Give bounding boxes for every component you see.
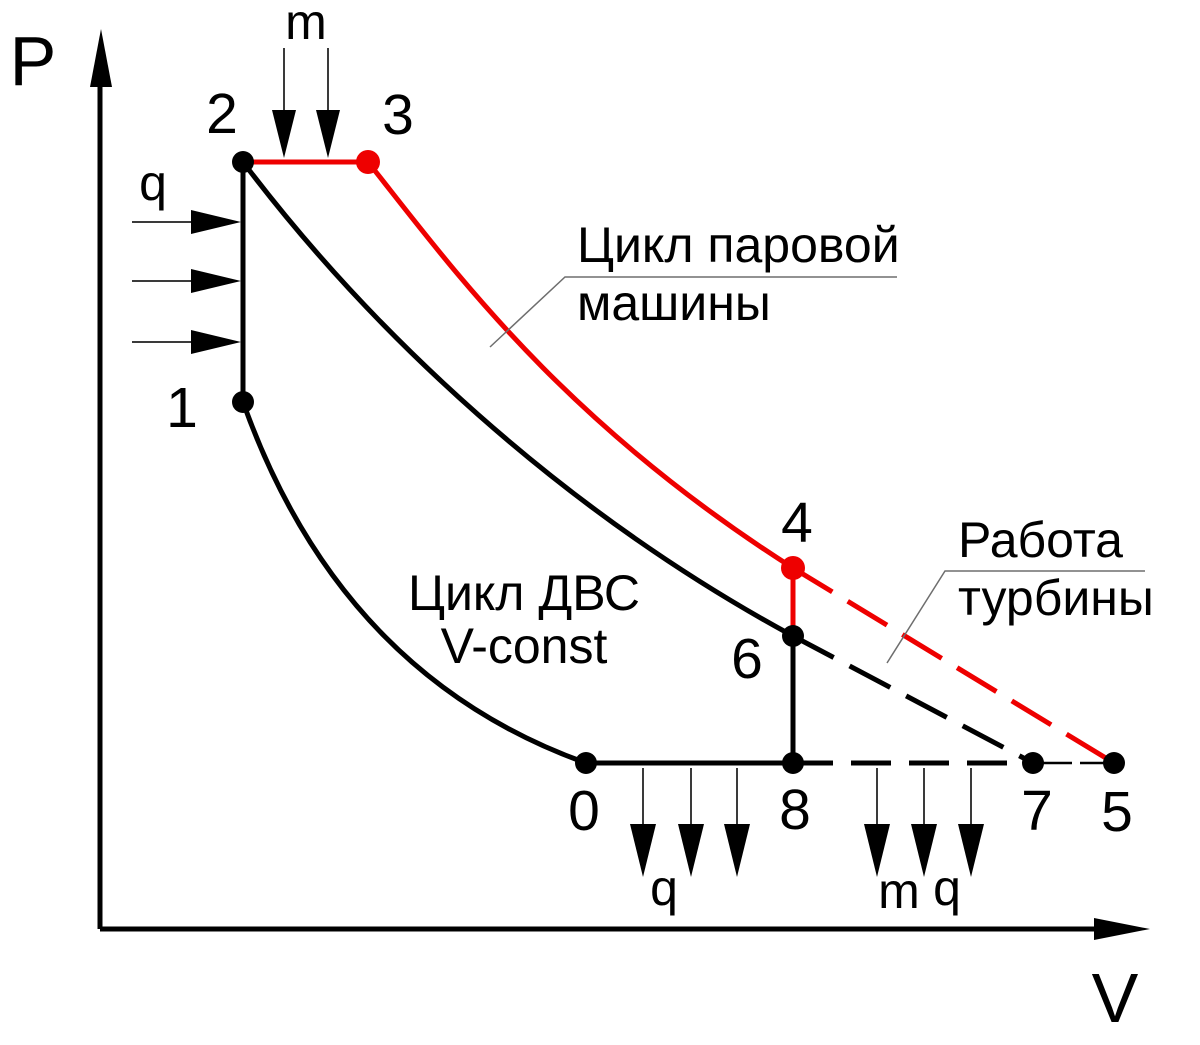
- curve-3-4-steam-expansion: [366, 160, 795, 571]
- point-6: [782, 625, 804, 647]
- label-point-4: 4: [781, 491, 813, 555]
- point-2: [232, 151, 254, 173]
- point-5: [1103, 752, 1125, 774]
- ice-cycle-annotation-line2: V-const: [441, 618, 608, 674]
- label-point-1: 1: [166, 376, 198, 440]
- curve-2-6-expansion: [241, 160, 795, 639]
- ice-cycle-annotation-line1: Цикл ДВС: [408, 565, 640, 621]
- point-8: [782, 752, 804, 774]
- label-point-5: 5: [1101, 780, 1133, 844]
- volume-axis-arrowhead-icon: [1094, 918, 1150, 940]
- label-point-2: 2: [206, 82, 238, 146]
- label-point-0: 0: [568, 779, 600, 843]
- mass-in-arrows-icon: [272, 48, 340, 158]
- turbine-work-annotation-line2: турбины: [958, 570, 1154, 626]
- point-0: [575, 752, 597, 774]
- steam-cycle-leader-line: [489, 276, 897, 348]
- label-heat-out-left: q: [650, 860, 678, 916]
- pressure-axis: [90, 29, 112, 929]
- heat-out-left-arrows-icon: [630, 768, 750, 877]
- label-point-7: 7: [1021, 779, 1053, 843]
- volume-axis-label: V: [1092, 959, 1139, 1037]
- label-mass-in: m: [285, 0, 327, 50]
- label-point-3: 3: [382, 83, 414, 147]
- steam-cycle-annotation-line1: Цикл паровой: [577, 217, 900, 273]
- heat-in-arrows-icon: [132, 210, 241, 354]
- turbine-work-leader-line: [886, 570, 1145, 664]
- segment-6-7-dashed: [791, 633, 1035, 766]
- volume-axis: [100, 918, 1150, 940]
- pressure-axis-label: P: [10, 22, 57, 100]
- point-4: [781, 556, 805, 580]
- point-3: [356, 150, 380, 174]
- label-mass-out: m: [878, 863, 920, 919]
- label-point-8: 8: [779, 778, 811, 842]
- curve-1-0-compression: [240, 401, 587, 766]
- turbine-work-annotation-line1: Работа: [958, 512, 1123, 568]
- mass-heat-out-right-arrows-icon: [864, 768, 984, 877]
- point-7: [1022, 752, 1044, 774]
- label-heat-in: q: [139, 155, 167, 211]
- point-1: [232, 391, 254, 413]
- label-heat-out-right: q: [933, 860, 961, 916]
- pressure-axis-arrowhead-icon: [90, 29, 112, 87]
- steam-cycle-annotation-line2: машины: [577, 275, 771, 331]
- label-point-6: 6: [731, 627, 763, 691]
